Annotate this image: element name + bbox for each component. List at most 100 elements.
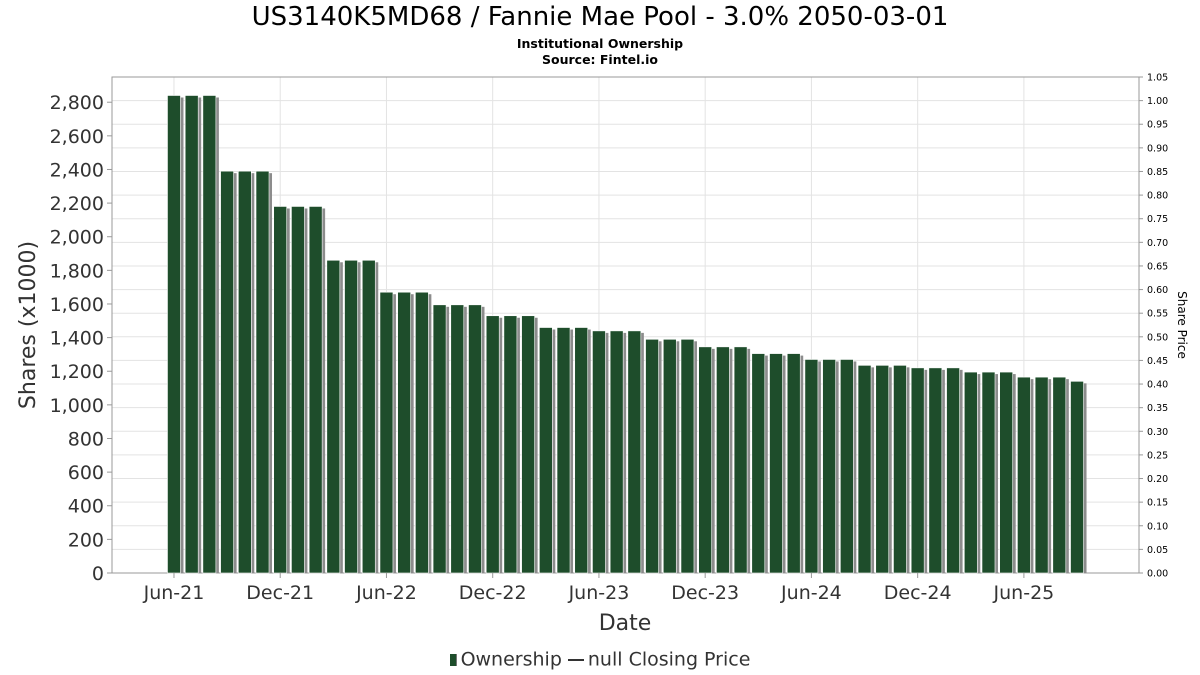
x-tick-label: Dec-23	[671, 582, 739, 604]
ownership-bar	[928, 367, 943, 574]
y-tick-label: 800	[68, 428, 104, 450]
ownership-bar	[751, 353, 766, 574]
x-tick-label: Dec-24	[884, 582, 952, 604]
ownership-bar	[450, 304, 465, 574]
ownership-bar	[485, 315, 500, 574]
ownership-bar	[1052, 376, 1067, 574]
y-tick-label: 2,200	[50, 193, 104, 215]
y2-tick-label: 0.85	[1147, 167, 1168, 178]
y2-tick-label: 0.30	[1147, 427, 1168, 438]
ownership-bar	[680, 338, 695, 574]
ownership-bar	[326, 259, 341, 574]
ownership-bar	[1034, 376, 1049, 574]
y-tick-label: 2,000	[50, 227, 104, 249]
x-tick-label: Jun-21	[143, 582, 205, 604]
ownership-bar	[840, 359, 854, 574]
x-axis-ticks: Jun-21 Dec-21 Jun-22 Dec-22 Jun-23 Dec-23 Jun-…	[143, 573, 1055, 604]
ownership-bar	[893, 365, 907, 574]
y-tick-label: 2,600	[50, 126, 104, 148]
ownership-bar	[910, 367, 925, 574]
y-tick-label: 1,400	[50, 328, 104, 350]
ownership-bar	[397, 291, 411, 574]
y-tick-label: 1,800	[50, 260, 104, 282]
ownership-swatch-icon	[449, 653, 457, 666]
ownership-bar	[415, 291, 429, 574]
ownership-bar	[1070, 381, 1084, 574]
ownership-bar	[1017, 376, 1031, 574]
ownership-bar	[273, 206, 288, 574]
bars	[167, 95, 1087, 574]
ownership-bar	[963, 371, 978, 574]
y2-tick-label: 0.55	[1147, 309, 1168, 320]
ownership-bar	[574, 327, 589, 574]
y2-tick-label: 0.95	[1147, 120, 1168, 131]
x-tick-label: Dec-21	[246, 582, 314, 604]
y2-tick-label: 0.80	[1147, 191, 1168, 202]
y2-tick-label: 0.60	[1147, 285, 1168, 296]
y2-tick-label: 0.20	[1147, 474, 1168, 485]
y-tick-label: 1,000	[50, 395, 104, 417]
ownership-bar	[539, 327, 553, 574]
ownership-bar	[361, 259, 376, 574]
ownership-bar	[981, 371, 996, 574]
y-axis-label: Shares (x1000)	[16, 241, 41, 409]
y2-tick-label: 1.00	[1147, 96, 1168, 107]
ownership-bar	[167, 95, 181, 574]
ownership-bar	[609, 330, 624, 574]
ownership-bar	[238, 170, 252, 574]
ownership-bar	[184, 95, 199, 574]
chart-subtitle: Institutional Ownership	[516, 36, 684, 51]
ownership-bar	[468, 304, 482, 574]
y2-tick-label: 0.00	[1147, 569, 1168, 580]
ownership-bar	[857, 365, 872, 574]
y2-tick-label: 0.75	[1147, 214, 1168, 225]
y2-tick-label: 0.45	[1147, 356, 1168, 367]
y-tick-label: 0	[92, 563, 104, 585]
y2-tick-label: 0.25	[1147, 450, 1168, 461]
y-axis-ticks: 0 200 400 600 800 1,000 1,200 1,400 1,600 1,800 2,…	[50, 92, 112, 585]
y2-axis-label: Share Price	[1175, 291, 1189, 359]
legend: Ownership null Closing Price	[0, 648, 1200, 671]
y2-axis-ticks: 0.00 0.05 0.10 0.15 0.20 0.25 0.30 0.35 0.40 0.45…	[1139, 73, 1168, 580]
legend-closing-price: null Closing Price	[587, 648, 751, 671]
y2-tick-label: 0.90	[1147, 143, 1168, 154]
ownership-bar	[716, 346, 730, 574]
ownership-bar	[379, 291, 394, 574]
ownership-bar	[556, 327, 571, 574]
y2-tick-label: 0.40	[1147, 380, 1168, 391]
y-tick-label: 200	[68, 529, 104, 551]
ownership-bar	[291, 206, 305, 574]
y-tick-label: 600	[68, 462, 104, 484]
ownership-bar	[733, 346, 748, 574]
y-tick-label: 2,800	[50, 92, 104, 114]
x-tick-label: Jun-24	[780, 582, 842, 604]
ownership-bar	[627, 330, 642, 574]
legend-ownership: Ownership	[460, 648, 562, 671]
ownership-bar	[698, 346, 712, 574]
ownership-bar	[999, 371, 1013, 574]
y2-tick-label: 0.10	[1147, 521, 1168, 532]
y-tick-label: 2,400	[50, 159, 104, 181]
x-tick-label: Jun-25	[993, 582, 1055, 604]
y2-tick-label: 1.05	[1147, 73, 1168, 84]
ownership-bar	[220, 170, 234, 574]
x-tick-label: Jun-22	[355, 582, 417, 604]
ownership-bar	[255, 170, 270, 574]
y-tick-label: 1,200	[50, 361, 104, 383]
ownership-bar	[662, 338, 677, 574]
y2-tick-label: 0.50	[1147, 332, 1168, 343]
ownership-bar	[786, 353, 801, 574]
ownership-bar	[822, 359, 836, 574]
chart-source: Source: Fintel.io	[542, 52, 658, 67]
ownership-bar	[344, 259, 358, 574]
ownership-bar	[521, 315, 535, 574]
ownership-bar	[875, 365, 890, 574]
ownership-bar	[769, 353, 783, 574]
y-tick-label: 1,600	[50, 294, 104, 316]
y2-tick-label: 0.65	[1147, 261, 1168, 272]
chart-title: US3140K5MD68 / Fannie Mae Pool - 3.0% 20…	[251, 2, 949, 32]
closing-price-line-icon	[567, 658, 584, 661]
x-tick-label: Dec-22	[459, 582, 527, 604]
ownership-bar	[946, 367, 960, 574]
